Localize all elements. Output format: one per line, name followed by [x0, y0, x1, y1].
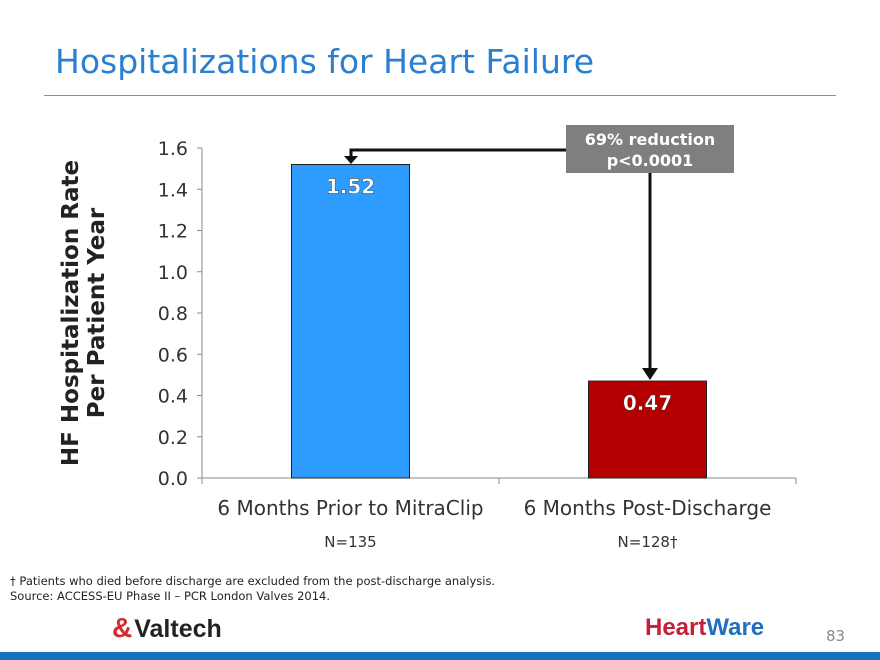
arrowhead-icon [344, 156, 358, 164]
y-tick-label: 0.2 [158, 427, 188, 449]
footer-bar [0, 652, 880, 660]
slide-title: Hospitalizations for Heart Failure [55, 42, 595, 81]
heartware-logo: HeartWare [645, 614, 764, 642]
category-label: 6 Months Prior to MitraClip [217, 496, 483, 520]
y-tick-label: 0.8 [158, 303, 188, 325]
sample-size-label: N=128† [618, 533, 678, 551]
bar-value-label: 1.52 [326, 175, 375, 199]
arrowhead-icon [642, 368, 658, 380]
page-number: 83 [826, 627, 846, 645]
valtech-logo: &Valtech [112, 612, 222, 644]
y-tick-label: 0.6 [158, 344, 188, 366]
y-tick-label: 0.0 [158, 468, 188, 490]
annotation-box [566, 125, 734, 173]
annotation-line2: p<0.0001 [607, 151, 694, 170]
sample-size-label: N=135 [324, 533, 376, 551]
annotation-line1: 69% reduction [585, 130, 715, 149]
valtech-mark-icon: & [112, 612, 133, 643]
category-label: 6 Months Post-Discharge [524, 496, 772, 520]
y-tick-label: 0.4 [158, 386, 188, 408]
bar-value-label: 0.47 [623, 391, 672, 415]
y-axis-label-line1: HF Hospitalization Rate [58, 160, 84, 466]
valtech-text: Valtech [134, 615, 222, 643]
source-note: Source: ACCESS-EU Phase II – PCR London … [10, 589, 331, 603]
y-tick-label: 1.6 [158, 138, 188, 160]
bar-chart: 0.0 0.2 0.4 0.6 0.8 1.0 1.2 1.4 1.6 1.52 6 Months … [58, 125, 797, 551]
title-divider [44, 95, 836, 96]
y-tick-label: 1.4 [158, 179, 188, 201]
arrow-to-bar-0 [349, 148, 650, 158]
y-tick-label: 1.2 [158, 221, 188, 243]
y-axis-label-line2: Per Patient Year [84, 207, 110, 418]
footnote: † Patients who died before discharge are… [10, 574, 496, 588]
heartware-text-b: Ware [706, 614, 765, 641]
y-tick-label: 1.0 [158, 262, 188, 284]
bar-0 [291, 164, 410, 479]
heartware-text-a: Heart [645, 614, 707, 641]
bar-1 [588, 380, 707, 479]
